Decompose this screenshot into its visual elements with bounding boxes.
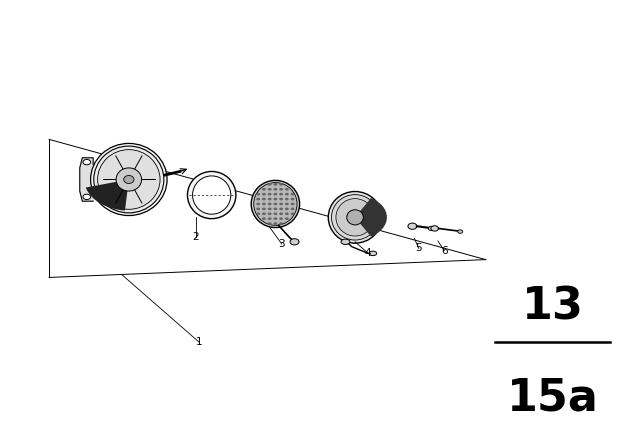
Ellipse shape bbox=[268, 212, 271, 215]
Ellipse shape bbox=[279, 217, 283, 220]
Text: 13: 13 bbox=[522, 286, 584, 329]
Ellipse shape bbox=[291, 198, 294, 200]
Ellipse shape bbox=[193, 176, 231, 214]
Ellipse shape bbox=[91, 143, 167, 215]
Ellipse shape bbox=[262, 193, 266, 195]
Ellipse shape bbox=[290, 239, 299, 245]
Ellipse shape bbox=[291, 212, 294, 215]
Ellipse shape bbox=[253, 183, 297, 225]
Ellipse shape bbox=[291, 207, 294, 210]
Ellipse shape bbox=[279, 222, 283, 225]
Ellipse shape bbox=[328, 191, 382, 243]
Ellipse shape bbox=[428, 226, 435, 231]
Ellipse shape bbox=[458, 230, 463, 233]
Ellipse shape bbox=[256, 202, 260, 205]
Ellipse shape bbox=[279, 188, 283, 190]
Ellipse shape bbox=[291, 193, 294, 195]
Ellipse shape bbox=[285, 193, 289, 195]
Ellipse shape bbox=[262, 217, 266, 220]
Ellipse shape bbox=[273, 212, 277, 215]
Ellipse shape bbox=[273, 193, 277, 195]
Ellipse shape bbox=[285, 202, 289, 205]
Text: 15a: 15a bbox=[507, 377, 598, 420]
Ellipse shape bbox=[256, 193, 260, 195]
Ellipse shape bbox=[279, 212, 283, 215]
Ellipse shape bbox=[268, 193, 271, 195]
Ellipse shape bbox=[268, 183, 271, 186]
Ellipse shape bbox=[268, 217, 271, 220]
Ellipse shape bbox=[273, 222, 277, 225]
Ellipse shape bbox=[256, 212, 260, 215]
Ellipse shape bbox=[273, 202, 277, 205]
Ellipse shape bbox=[279, 183, 283, 186]
Ellipse shape bbox=[83, 194, 91, 199]
Ellipse shape bbox=[336, 198, 374, 236]
Ellipse shape bbox=[268, 222, 271, 225]
Ellipse shape bbox=[251, 181, 300, 228]
Ellipse shape bbox=[116, 168, 141, 191]
Ellipse shape bbox=[268, 188, 271, 190]
Ellipse shape bbox=[285, 217, 289, 220]
Ellipse shape bbox=[273, 217, 277, 220]
Ellipse shape bbox=[431, 226, 438, 231]
Ellipse shape bbox=[188, 172, 236, 219]
Polygon shape bbox=[80, 158, 93, 201]
Wedge shape bbox=[355, 198, 387, 237]
Ellipse shape bbox=[256, 198, 260, 200]
Ellipse shape bbox=[332, 194, 379, 240]
Ellipse shape bbox=[279, 193, 283, 195]
Ellipse shape bbox=[94, 146, 164, 213]
Ellipse shape bbox=[285, 212, 289, 215]
Ellipse shape bbox=[262, 202, 266, 205]
Ellipse shape bbox=[285, 198, 289, 200]
Ellipse shape bbox=[268, 202, 271, 205]
Ellipse shape bbox=[262, 207, 266, 210]
Ellipse shape bbox=[285, 188, 289, 190]
Ellipse shape bbox=[408, 223, 417, 229]
Ellipse shape bbox=[347, 210, 364, 225]
Wedge shape bbox=[86, 180, 129, 211]
Ellipse shape bbox=[256, 207, 260, 210]
Text: 1: 1 bbox=[196, 337, 202, 347]
Ellipse shape bbox=[273, 188, 277, 190]
Ellipse shape bbox=[98, 150, 160, 209]
Ellipse shape bbox=[279, 207, 283, 210]
Ellipse shape bbox=[279, 198, 283, 200]
Text: 6: 6 bbox=[441, 246, 447, 256]
Ellipse shape bbox=[273, 198, 277, 200]
Ellipse shape bbox=[124, 176, 134, 184]
Ellipse shape bbox=[279, 202, 283, 205]
Ellipse shape bbox=[262, 188, 266, 190]
Ellipse shape bbox=[273, 183, 277, 186]
Ellipse shape bbox=[273, 207, 277, 210]
Ellipse shape bbox=[262, 212, 266, 215]
Text: 3: 3 bbox=[278, 239, 285, 249]
Text: 2: 2 bbox=[193, 233, 199, 242]
Text: 4: 4 bbox=[364, 248, 371, 258]
Ellipse shape bbox=[268, 207, 271, 210]
Ellipse shape bbox=[83, 159, 91, 165]
Ellipse shape bbox=[369, 251, 377, 256]
Ellipse shape bbox=[262, 198, 266, 200]
Text: 5: 5 bbox=[415, 243, 422, 254]
Ellipse shape bbox=[268, 198, 271, 200]
Ellipse shape bbox=[341, 239, 350, 245]
Ellipse shape bbox=[285, 207, 289, 210]
Ellipse shape bbox=[291, 202, 294, 205]
